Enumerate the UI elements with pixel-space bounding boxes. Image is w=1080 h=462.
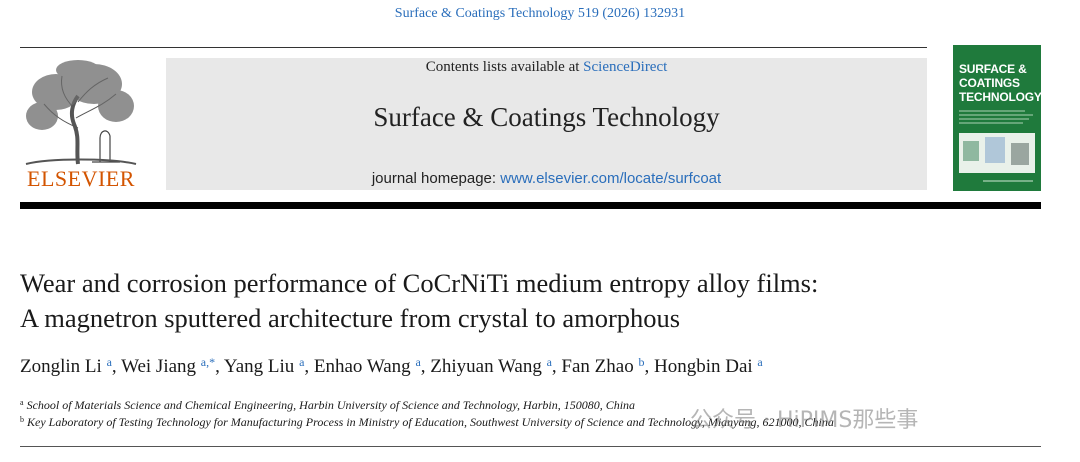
affiliation-mark[interactable]: a	[299, 355, 305, 369]
affiliation-mark[interactable]: b	[638, 355, 645, 369]
header-divider	[20, 202, 1041, 209]
wechat-watermark: 公众号 · HiPIMS那些事	[690, 408, 919, 433]
affiliation-text: Key Laboratory of Testing Technology for…	[27, 415, 834, 429]
top-divider	[20, 47, 927, 48]
author[interactable]: Wei Jiang	[121, 356, 197, 377]
sciencedirect-link[interactable]: ScienceDirect	[583, 59, 668, 75]
cover-title-line: COATINGS	[959, 76, 1020, 90]
author[interactable]: Yang Liu	[223, 356, 295, 377]
author[interactable]: Zonglin Li	[20, 356, 102, 377]
contents-line: Contents lists available at ScienceDirec…	[166, 59, 927, 76]
paper-title-line: Wear and corrosion performance of CoCrNi…	[20, 268, 819, 298]
elsevier-tree-icon	[25, 60, 137, 165]
author[interactable]: Enhao Wang	[313, 356, 411, 377]
journal-homepage-link[interactable]: www.elsevier.com/locate/surfcoat	[500, 170, 722, 187]
affiliation-mark[interactable]: a	[546, 355, 552, 369]
affiliation: a School of Materials Science and Chemica…	[20, 398, 635, 413]
affiliation-mark[interactable]: a	[106, 355, 112, 369]
cover-title-line: TECHNOLOGY	[959, 90, 1041, 104]
author[interactable]: Fan Zhao	[561, 356, 634, 377]
paper-title: Wear and corrosion performance of CoCrNi…	[20, 266, 1060, 336]
homepage-line: journal homepage: www.elsevier.com/locat…	[166, 170, 927, 187]
elsevier-wordmark: ELSEVIER	[27, 166, 135, 191]
journal-cover[interactable]: SURFACE & COATINGS TECHNOLOGY	[953, 45, 1041, 191]
cover-art-icon	[959, 110, 1035, 182]
affiliation-mark[interactable]: a,*	[200, 355, 216, 369]
affiliation-mark[interactable]: a	[757, 355, 763, 369]
cover-title: SURFACE & COATINGS TECHNOLOGY	[959, 62, 1041, 104]
journal-title: Surface & Coatings Technology	[373, 102, 720, 132]
journal-banner	[166, 58, 927, 190]
author[interactable]: Hongbin Dai	[653, 356, 753, 377]
journal-citation[interactable]: Surface & Coatings Technology 519 (2026)…	[394, 6, 686, 21]
affiliation-mark[interactable]: a	[415, 355, 421, 369]
author[interactable]: Zhiyuan Wang	[430, 356, 542, 377]
affiliation-label: a	[20, 398, 24, 407]
author-list: Zonglin Li a, Wei Jiang a,*, Yang Liu a,…	[20, 355, 763, 377]
paper-title-line: A magnetron sputtered architecture from …	[20, 303, 681, 333]
contents-prefix: Contents lists available at	[425, 59, 584, 75]
affiliation-label: b	[20, 415, 24, 424]
cover-title-line: SURFACE &	[959, 62, 1027, 76]
affiliation: b Key Laboratory of Testing Technology fo…	[20, 415, 834, 430]
bottom-divider	[20, 446, 1041, 447]
homepage-prefix: journal homepage:	[371, 170, 501, 187]
affiliation-text: School of Materials Science and Chemical…	[26, 398, 636, 412]
